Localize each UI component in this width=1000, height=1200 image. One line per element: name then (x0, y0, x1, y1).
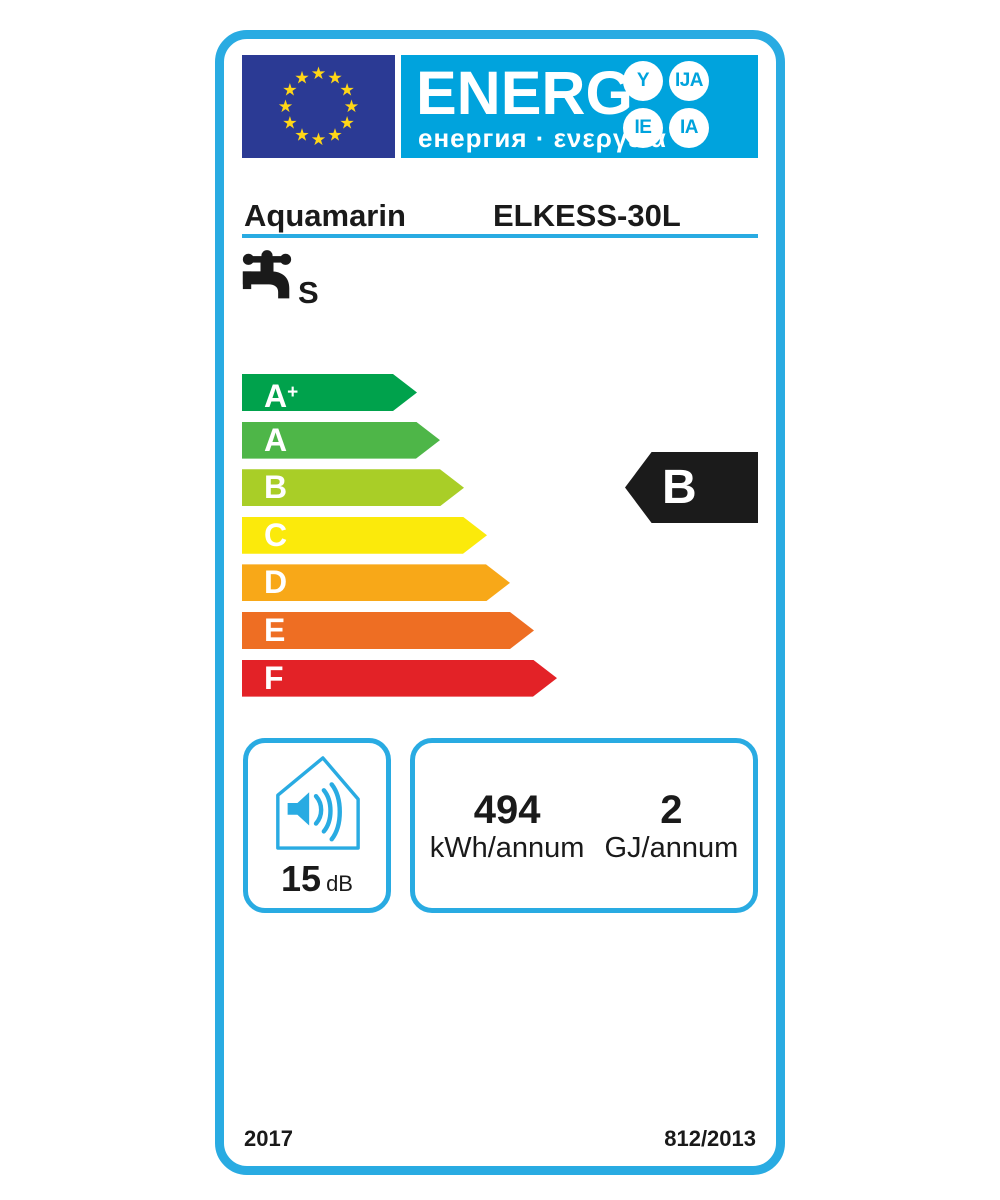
regulation-number: 812/2013 (664, 1126, 756, 1151)
suffix-bubble-ia: IA (669, 108, 709, 148)
suffix-bubble-y: Y (623, 61, 663, 101)
noise-level: 15 dB (281, 858, 353, 900)
noise-box: 15 dB (243, 738, 391, 913)
gj-value: 2 (660, 787, 683, 832)
language-suffix-bubbles: Y IJA IE IA (623, 61, 709, 148)
sound-level-icon (276, 755, 360, 850)
suffix-bubble-ija: IJA (669, 61, 709, 101)
kwh-unit: kWh/annum (429, 831, 585, 864)
scale-arrow-c: C (242, 517, 487, 554)
water-tap-icon (242, 250, 292, 299)
electric-consumption: 494 kWh/annum (430, 787, 585, 865)
brand-name: Aquamarin (244, 198, 406, 233)
load-profile: S (298, 275, 319, 310)
scale-arrow-f: F (242, 660, 557, 697)
gj-unit: GJ/annum (604, 831, 739, 864)
scale-arrow-a-plus: A+ (242, 374, 417, 411)
kwh-value: 494 (473, 787, 541, 832)
fuel-consumption: 2 GJ/annum (604, 787, 738, 865)
scale-arrow-b: B (242, 469, 464, 506)
suffix-bubble-ie: IE (623, 108, 663, 148)
scale-arrow-e: E (242, 612, 534, 649)
water-heating-function: S (241, 249, 319, 310)
noise-value: 15 (281, 857, 322, 899)
consumption-box: 494 kWh/annum 2 GJ/annum (410, 738, 758, 913)
scale-arrow-a: A (242, 422, 440, 459)
scale-arrow-d: D (242, 564, 510, 601)
rating-pointer: B (625, 452, 758, 523)
model-name: ELKESS-30L (493, 198, 681, 233)
energ-band: ENERG енергия · ενεργεια Y IJA IE IA (401, 55, 758, 158)
rating-grade: B (662, 461, 697, 514)
energ-title: ENERG (416, 59, 633, 127)
supplier-row: Aquamarin ELKESS-30L (242, 197, 758, 238)
label-header: ENERG енергия · ενεργεια Y IJA IE IA (242, 55, 758, 158)
efficiency-scale: A+ A B C D E F (242, 374, 557, 707)
grade-superscript: + (287, 382, 299, 403)
eu-energy-label: ENERG енергия · ενεργεια Y IJA IE IA Aqu… (215, 30, 785, 1175)
eu-flag (242, 55, 395, 158)
label-year: 2017 (244, 1126, 293, 1151)
noise-unit: dB (326, 870, 353, 896)
